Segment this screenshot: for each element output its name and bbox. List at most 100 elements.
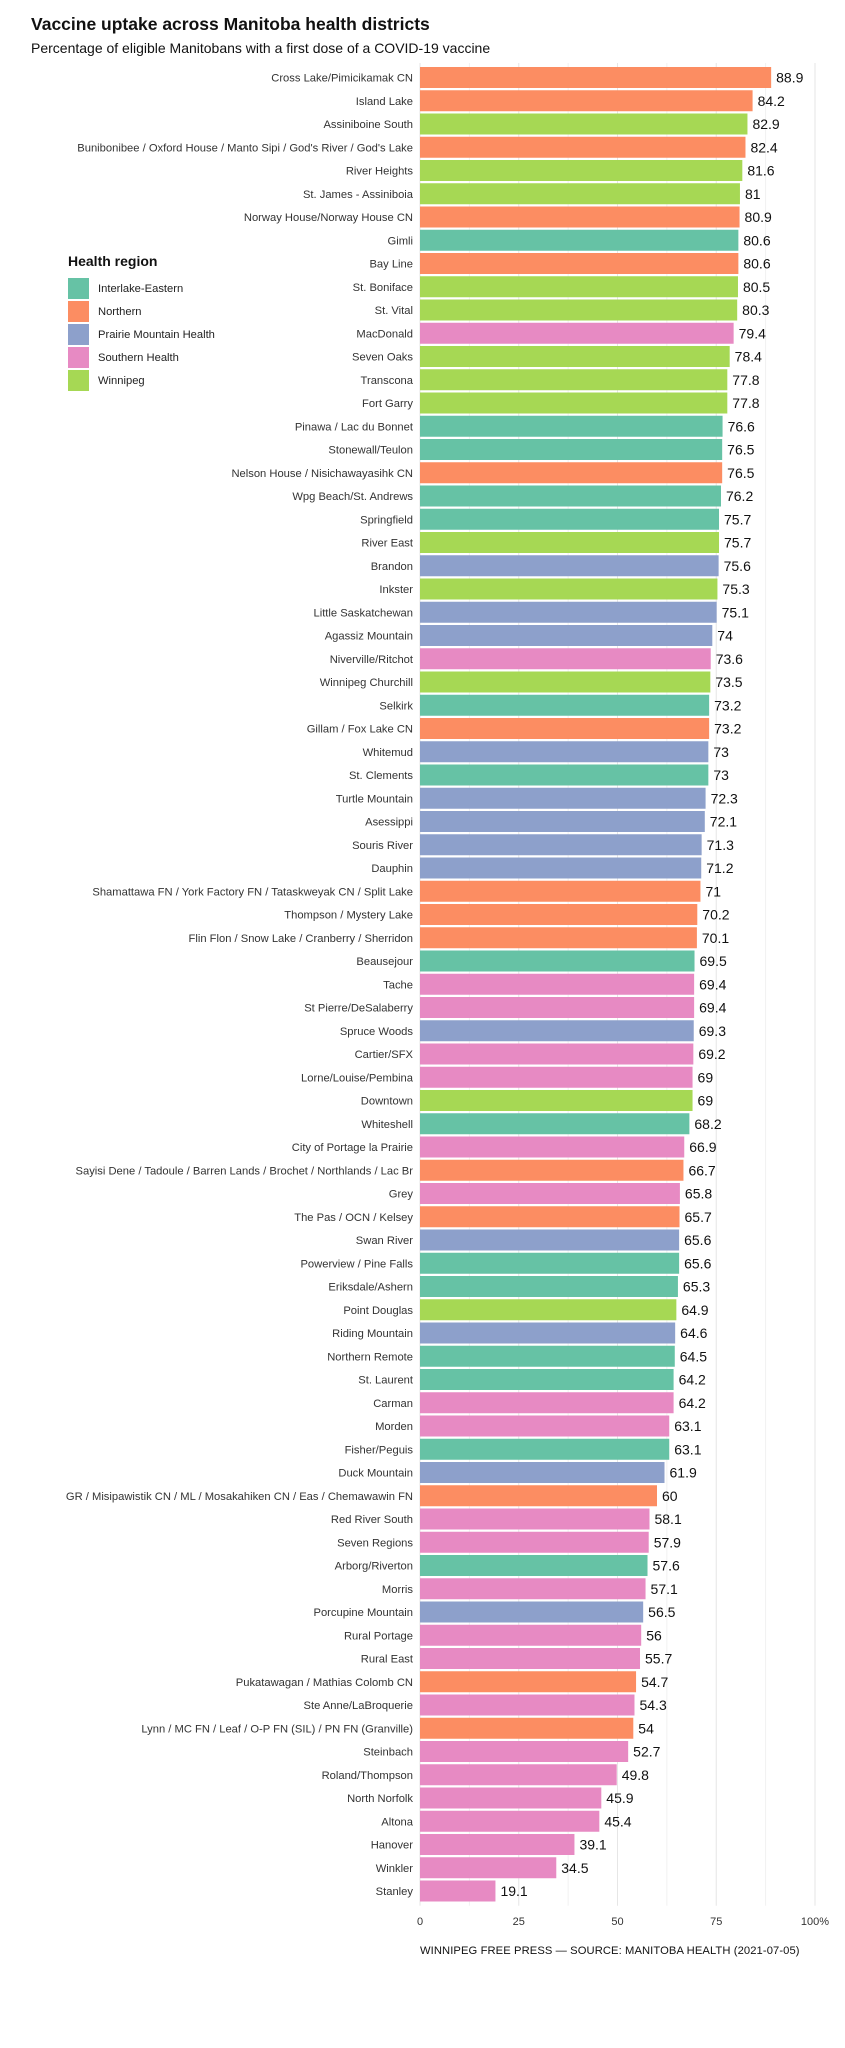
bar (420, 1834, 575, 1855)
bar (420, 1508, 650, 1530)
bar (420, 1252, 680, 1274)
bar (420, 555, 719, 577)
bar-value-label: 66.9 (689, 1139, 716, 1155)
bar-value-label: 76.5 (727, 442, 754, 458)
bar-value-label: 88.9 (776, 70, 803, 86)
bar-value-label: 57.1 (651, 1581, 678, 1597)
bar (420, 764, 709, 786)
bar-category-label: Transcona (361, 375, 414, 387)
bar (420, 718, 710, 739)
bar-value-label: 81 (745, 186, 761, 202)
bar-category-label: Winnipeg Churchill (320, 677, 413, 689)
legend-label: Northern (98, 305, 142, 318)
bar (420, 601, 717, 623)
bar-category-label: Selkirk (379, 700, 413, 712)
bar-value-label: 76.5 (727, 465, 754, 481)
bar-value-label: 69 (698, 1069, 714, 1085)
bar-value-label: 73.5 (715, 674, 742, 690)
bar (420, 346, 730, 367)
bar-category-label: Fort Garry (362, 398, 413, 410)
bar (420, 648, 711, 670)
bar (420, 1462, 665, 1483)
bar-value-label: 57.6 (653, 1558, 680, 1574)
bar-value-label: 34.5 (561, 1860, 588, 1876)
bar-category-label: Pinawa / Lac du Bonnet (295, 421, 414, 433)
legend-label: Prairie Mountain Health (98, 328, 215, 341)
bar-value-label: 76.6 (728, 418, 755, 434)
bar-category-label: Souris River (352, 840, 413, 852)
bar (420, 578, 718, 600)
bar-category-label: Rural Portage (344, 1630, 413, 1642)
x-tick-label: 75 (710, 1916, 722, 1928)
bar (420, 1531, 649, 1553)
bar (420, 1043, 694, 1065)
bar (420, 927, 697, 949)
bar-category-label: Gillam / Fox Lake CN (307, 724, 413, 736)
legend-item: Southern Health (68, 346, 215, 369)
bar (420, 741, 709, 763)
bar-value-label: 64.6 (680, 1325, 707, 1341)
bar-category-label: GR / Misipawistik CN / ML / Mosakahiken … (66, 1491, 413, 1503)
bar-category-label: Thompson / Mystery Lake (284, 910, 413, 922)
bar-value-label: 64.5 (680, 1348, 707, 1364)
bar-value-label: 64.9 (681, 1302, 708, 1318)
bar (420, 1787, 602, 1809)
legend-items: Interlake-Eastern Northern Prairie Mountai… (68, 277, 215, 392)
bar-value-label: 81.6 (747, 163, 774, 179)
bar (420, 997, 695, 1018)
bar (420, 1648, 641, 1669)
bar-value-label: 74 (717, 628, 733, 644)
bar (420, 950, 695, 972)
bar-value-label: 60 (662, 1488, 678, 1504)
bar-category-label: Carman (373, 1398, 413, 1410)
legend-swatch (68, 324, 89, 345)
legend-label: Interlake-Eastern (98, 282, 184, 295)
bar-category-label: St. Boniface (353, 282, 413, 294)
bar (420, 625, 713, 646)
bar (420, 973, 695, 995)
bar-category-label: Swan River (356, 1235, 413, 1247)
bar (420, 1113, 690, 1135)
bar-value-label: 69.4 (699, 1000, 726, 1016)
bar-category-label: Inkster (379, 584, 413, 596)
bar-value-label: 66.7 (688, 1162, 715, 1178)
bar-category-label: Tache (383, 979, 413, 991)
bar-category-label: Duck Mountain (338, 1468, 413, 1480)
bar-category-label: Gimli (388, 235, 413, 247)
legend-swatch (68, 301, 89, 322)
x-tick-label: 50 (611, 1916, 623, 1928)
bar-value-label: 84.2 (758, 93, 785, 109)
bar-value-label: 69.2 (698, 1046, 725, 1062)
bar-category-label: Sayisi Dene / Tadoule / Barren Lands / B… (76, 1165, 414, 1177)
legend-label: Winnipeg (98, 374, 145, 387)
legend-item: Interlake-Eastern (68, 277, 215, 300)
chart-subtitle: Percentage of eligible Manitobans with a… (31, 40, 491, 56)
bar-category-label: St Pierre/DeSalaberry (304, 1003, 413, 1015)
bar-category-label: Turtle Mountain (336, 793, 413, 805)
bar-category-label: Arborg/Riverton (335, 1561, 413, 1573)
bar (420, 90, 753, 112)
bar (420, 1857, 557, 1879)
bar-category-label: Grey (389, 1189, 414, 1201)
bar (420, 485, 721, 507)
bar-value-label: 55.7 (645, 1651, 672, 1667)
bar (420, 322, 734, 344)
bar (420, 206, 740, 228)
bar (420, 904, 698, 925)
bar-category-label: River East (361, 538, 413, 550)
bar-category-label: Red River South (331, 1514, 413, 1526)
bar-value-label: 64.2 (679, 1395, 706, 1411)
bar (420, 1276, 678, 1297)
bar-category-label: Downtown (361, 1096, 413, 1108)
bar-category-label: St. Clements (349, 770, 413, 782)
bar-category-label: Lorne/Louise/Pembina (301, 1072, 414, 1084)
chart-title: Vaccine uptake across Manitoba health di… (31, 14, 430, 34)
bar-category-label: Nelson House / Nisichawayasihk CN (231, 468, 413, 480)
bar-value-label: 80.5 (743, 279, 770, 295)
bar-category-label: St. Vital (375, 305, 413, 317)
bar (420, 160, 743, 181)
bar-category-label: Winkler (376, 1863, 414, 1875)
bar-category-label: Brandon (371, 561, 413, 573)
bar-category-label: Eriksdale/Ashern (328, 1282, 413, 1294)
bar-value-label: 69 (698, 1093, 714, 1109)
